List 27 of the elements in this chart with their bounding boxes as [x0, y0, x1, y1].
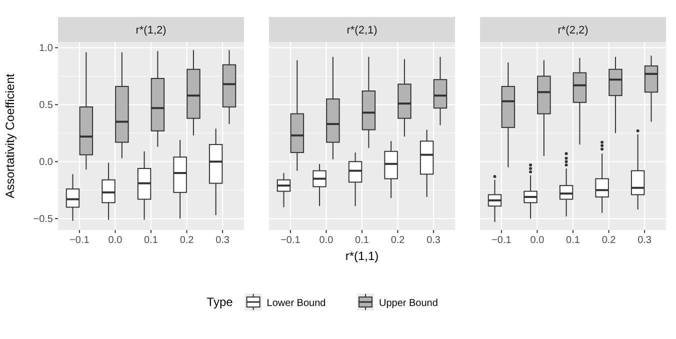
x-tick-label: 0.2 — [390, 235, 406, 246]
x-tick-label: 0.0 — [108, 235, 123, 246]
x-tick-label: 0.1 — [355, 235, 370, 246]
chart-title: r*(1,2) — [136, 24, 166, 36]
x-tick-label: 0.2 — [602, 235, 616, 246]
y-axis-title: Assortativity Coefficient — [3, 73, 17, 198]
x-axis-title: r*(1,1) — [345, 249, 379, 263]
x-tick-label: −0.1 — [280, 235, 301, 246]
x-tick-label: 0.0 — [530, 235, 545, 246]
x-tick-label: 0.1 — [566, 235, 580, 246]
chart-title: r*(2,1) — [346, 24, 378, 36]
x-tick-label: 0.1 — [144, 235, 158, 246]
legend-title: Type — [206, 295, 234, 309]
x-tick-label: 0.3 — [638, 235, 652, 246]
x-tick-label: −0.1 — [70, 235, 90, 246]
x-tick-label: −0.1 — [492, 235, 512, 246]
x-tick-label: 0.3 — [216, 235, 230, 246]
chart-title: r*(2,2) — [558, 24, 588, 36]
legend-label: Upper Bound — [379, 298, 438, 309]
x-tick-label: 0.0 — [319, 235, 334, 246]
x-tick-label: 0.3 — [426, 235, 441, 246]
legend-label: Lower Bound — [266, 298, 326, 309]
y-tick-label: 0.0 — [39, 157, 54, 168]
y-tick-label: 1.0 — [39, 43, 54, 54]
y-tick-label: −0.5 — [33, 214, 54, 226]
y-tick-label: 0.5 — [39, 100, 54, 112]
x-tick-label: 0.2 — [180, 235, 194, 246]
